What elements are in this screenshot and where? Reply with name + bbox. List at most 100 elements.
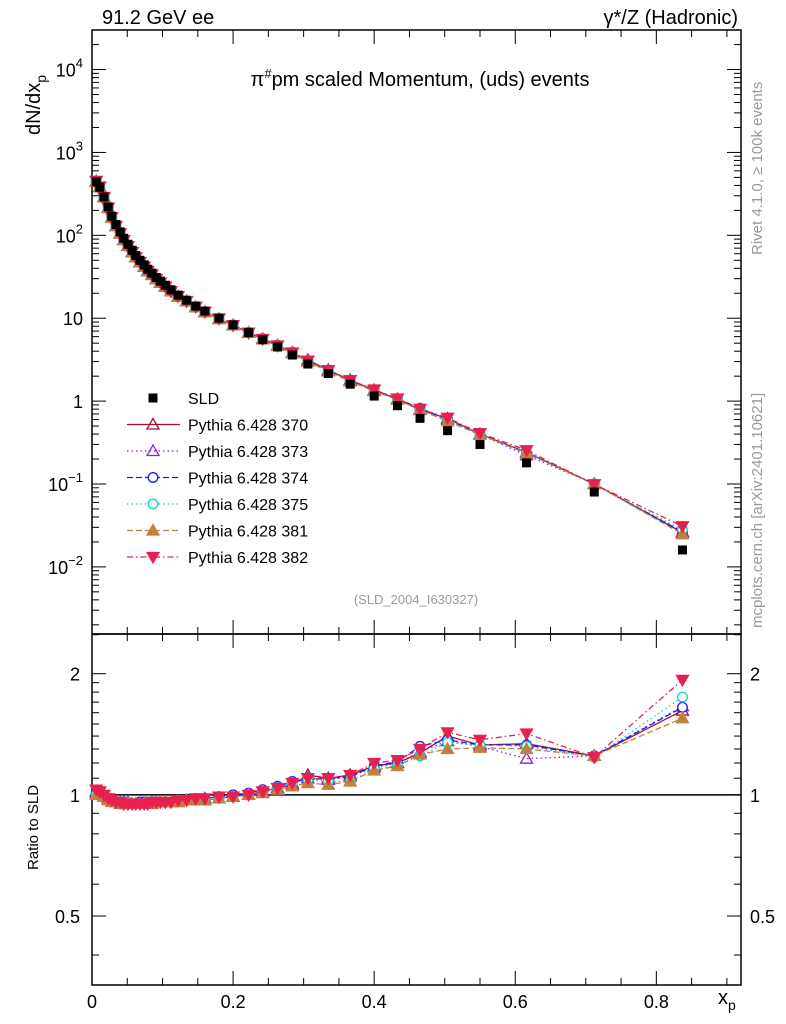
side-label-bottom: mcplots.cern.ch [arXiv:2401.10621] [749, 393, 766, 628]
mc-point [472, 427, 488, 441]
x-tick-label: 0.2 [221, 992, 246, 1012]
y-tick-label: 10−2 [48, 553, 83, 578]
x-tick-label: 0 [87, 992, 97, 1012]
ratio-line [95, 679, 683, 805]
ratio-tick-label-right: 2 [750, 665, 760, 685]
ratio-point [440, 741, 455, 755]
y-tick-label: 102 [56, 221, 83, 246]
legend-label: Pythia 6.428 375 [188, 497, 308, 514]
ratio-series-4 [89, 710, 690, 809]
ratio-point [412, 743, 428, 757]
ratio-point [197, 793, 212, 806]
ratio-series-3 [90, 691, 688, 810]
ratio-tick-label-left: 0.5 [55, 907, 80, 927]
x-axis-label: xp [718, 987, 736, 1013]
header-left: 91.2 GeV ee [102, 7, 214, 29]
ratio-point [519, 751, 534, 764]
sld-point [677, 545, 687, 555]
ratio-tick-label-left: 1 [70, 786, 80, 806]
sld-point [166, 285, 176, 295]
sld-point [303, 359, 313, 369]
header-right: γ*/Z (Hadronic) [604, 7, 738, 29]
ratio-point [472, 734, 488, 748]
sld-point [107, 211, 117, 221]
ratio-point [179, 795, 194, 808]
legend-marker [145, 417, 161, 430]
legend-label: Pythia 6.428 381 [188, 524, 308, 541]
legend-label: Pythia 6.428 373 [188, 444, 308, 461]
sld-point [287, 350, 297, 360]
ratio-point [300, 773, 315, 786]
legend-marker [147, 472, 159, 483]
sld-point [522, 458, 532, 468]
ratio-tick-label-right: 0.5 [750, 907, 775, 927]
mc-point [587, 479, 602, 492]
mc-point [390, 393, 405, 406]
ratio-point [675, 674, 690, 688]
x-tick-label: 0.6 [503, 992, 528, 1012]
sld-point [95, 182, 105, 192]
legend-marker [147, 498, 159, 510]
sld-point [123, 239, 133, 249]
ratio-point [170, 795, 186, 808]
ratio-point [587, 752, 602, 765]
sld-point [155, 276, 165, 286]
mc-point [519, 445, 534, 458]
sld-point [91, 177, 101, 187]
ratio-y-axis-label: Ratio to SLD [25, 785, 42, 870]
sld-point [273, 342, 283, 352]
ratio-point [390, 754, 405, 768]
y-axis-label: dN/dxp [23, 75, 49, 135]
sld-point [127, 245, 137, 255]
sld-point [244, 328, 254, 338]
ratio-point [255, 786, 270, 799]
sld-point [119, 233, 129, 243]
sld-data-series [91, 177, 687, 555]
sld-point [392, 401, 402, 411]
ratio-series-5 [89, 674, 690, 812]
mc-line [95, 180, 683, 527]
ratio-tick-label-left: 2 [70, 665, 80, 685]
ratio-tick-label-right: 1 [750, 786, 760, 806]
legend-marker [145, 443, 161, 457]
sld-point [103, 202, 113, 212]
ratio-point [270, 782, 285, 796]
x-tick-label: 0.4 [362, 992, 387, 1012]
sld-point [99, 192, 109, 202]
mc-point [412, 403, 428, 417]
ratio-point [188, 793, 203, 806]
sld-point [135, 255, 145, 265]
ratio-point [343, 769, 358, 783]
sld-point [191, 301, 201, 311]
mc-point [367, 384, 382, 397]
ratio-point [675, 710, 690, 724]
ratio-frame [91, 633, 742, 986]
ratio-point [285, 777, 300, 791]
legend-label: Pythia 6.428 370 [188, 418, 308, 435]
sld-point [111, 220, 121, 230]
chart-title: π#pm scaled Momentum, (uds) events [251, 66, 590, 91]
sld-point [415, 413, 425, 423]
ratio-point [211, 791, 227, 804]
y-tick-label: 103 [56, 138, 83, 163]
analysis-label: (SLD_2004_I630327) [354, 592, 478, 607]
sld-point [369, 391, 379, 401]
sld-point [131, 251, 141, 261]
sld-point [589, 487, 599, 497]
ratio-point [321, 773, 336, 786]
ratio-point [367, 757, 382, 771]
ratio-point [676, 691, 688, 703]
sld-point [228, 320, 238, 330]
sld-point [214, 313, 224, 323]
sld-point [173, 290, 183, 300]
ratio-point [440, 727, 455, 740]
legend-label: Pythia 6.428 374 [188, 471, 308, 488]
main-frame [91, 29, 742, 635]
x-tick-label: 0.8 [644, 992, 669, 1012]
legend: SLD Pythia 6.428 370 Pythia 6.428 373 Pythi… [127, 391, 308, 567]
y-tick-label: 104 [56, 56, 83, 81]
side-label-top: Rivet 4.1.0, ≥ 100k events [749, 82, 766, 255]
y-tick-label: 10 [63, 309, 83, 329]
legend-label-sld: SLD [188, 391, 219, 408]
